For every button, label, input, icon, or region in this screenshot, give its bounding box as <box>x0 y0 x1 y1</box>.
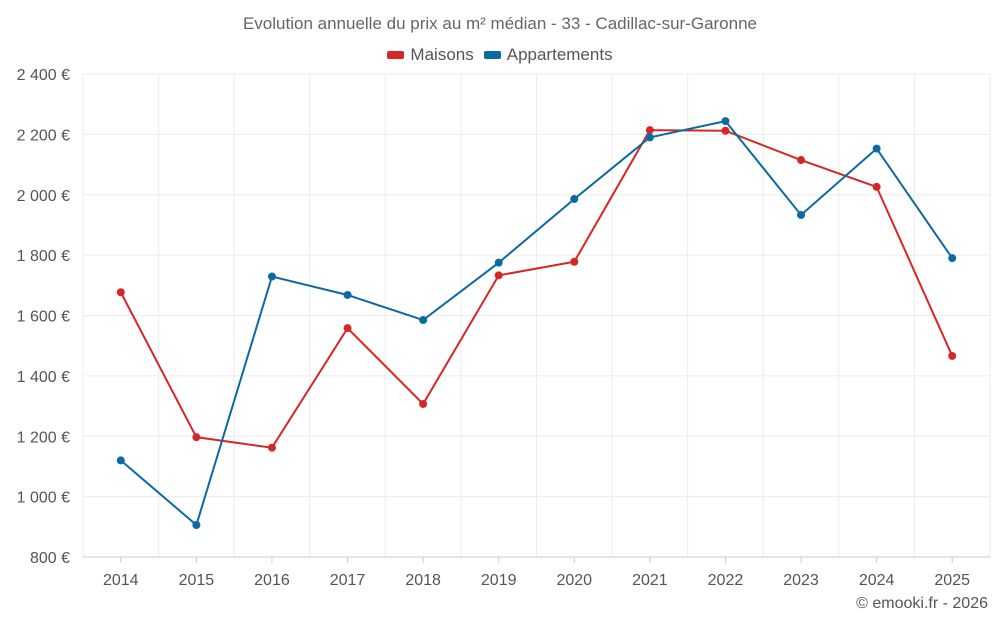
data-point-maisons <box>721 126 730 135</box>
x-tick-label: 2018 <box>405 572 441 589</box>
y-tick-label: 1 200 € <box>17 429 70 446</box>
y-tick-label: 2 400 € <box>17 67 70 84</box>
copyright-text: © emooki.fr - 2026 <box>856 595 988 612</box>
x-tick-label: 2015 <box>179 572 215 589</box>
data-point-appartements <box>343 290 352 299</box>
x-tick-label: 2014 <box>103 572 139 589</box>
legend-label-maisons: Maisons <box>410 45 474 64</box>
data-point-maisons <box>872 182 881 191</box>
legend-item-appartements[interactable]: Appartements <box>483 45 613 65</box>
data-point-maisons <box>948 351 957 360</box>
data-point-maisons <box>494 271 503 280</box>
y-tick-label: 1 400 € <box>17 369 70 386</box>
y-tick-label: 1 800 € <box>17 248 70 265</box>
data-point-appartements <box>948 254 957 263</box>
x-tick-label: 2025 <box>934 572 970 589</box>
data-point-maisons <box>192 433 201 442</box>
data-point-appartements <box>721 117 730 126</box>
data-point-maisons <box>797 156 806 165</box>
data-point-maisons <box>116 288 125 297</box>
data-point-appartements <box>797 210 806 219</box>
data-point-maisons <box>267 443 276 452</box>
y-tick-label: 1 000 € <box>17 490 70 507</box>
chart-title: Evolution annuelle du prix au m² médian … <box>242 14 758 33</box>
data-point-maisons <box>570 257 579 266</box>
x-tick-label: 2017 <box>330 572 366 589</box>
data-point-appartements <box>570 194 579 203</box>
x-tick-label: 2016 <box>254 572 290 589</box>
data-point-appartements <box>192 521 201 530</box>
y-tick-label: 2 000 € <box>17 188 70 205</box>
series-line-maisons <box>119 129 954 449</box>
y-tick-label: 2 200 € <box>17 127 70 144</box>
legend: Maisons Appartements <box>0 45 1000 65</box>
data-point-appartements <box>419 316 428 325</box>
x-tick-label: 2022 <box>708 572 744 589</box>
data-point-appartements <box>645 133 654 142</box>
legend-swatch-maisons <box>387 51 405 59</box>
y-tick-label: 800 € <box>30 550 70 567</box>
x-tick-label: 2023 <box>783 572 819 589</box>
data-point-maisons <box>645 126 654 135</box>
legend-item-maisons[interactable]: Maisons <box>387 45 474 65</box>
series-line-appartements <box>120 119 954 527</box>
data-point-appartements <box>116 456 125 465</box>
data-point-appartements <box>872 144 881 153</box>
y-tick-label: 1 600 € <box>17 309 70 326</box>
data-point-maisons <box>343 324 352 333</box>
legend-swatch-appartements <box>483 51 501 59</box>
x-tick-label: 2024 <box>859 572 895 589</box>
data-point-appartements <box>267 272 276 281</box>
legend-label-appartements: Appartements <box>506 45 613 64</box>
x-tick-label: 2021 <box>632 572 668 589</box>
data-point-appartements <box>494 258 503 267</box>
x-tick-label: 2019 <box>481 572 517 589</box>
x-tick-label: 2020 <box>556 572 592 589</box>
data-point-maisons <box>419 399 428 408</box>
